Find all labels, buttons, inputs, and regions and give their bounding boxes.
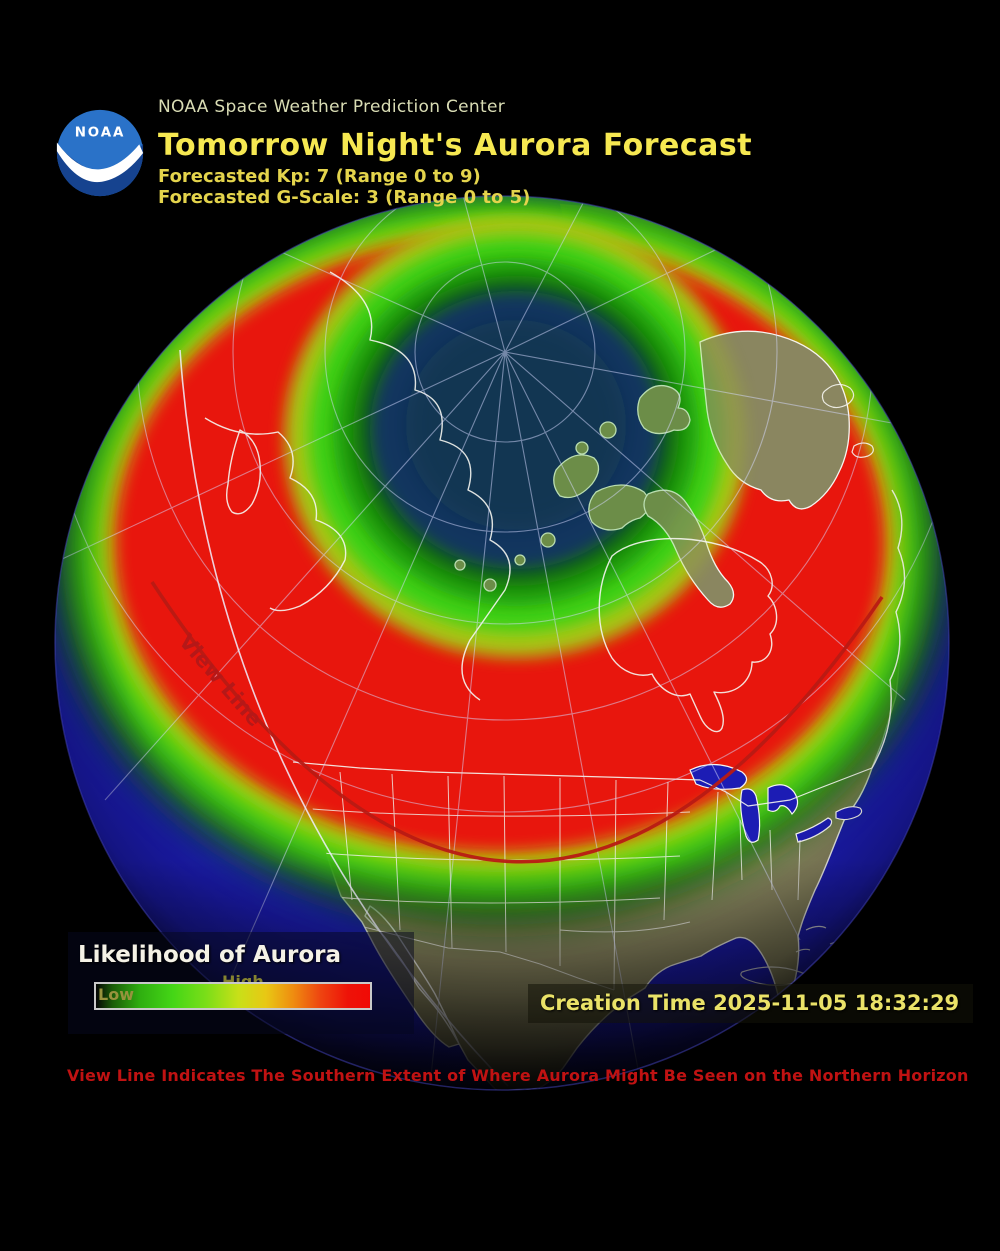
legend-low-label: Low — [98, 985, 134, 1004]
view-line — [150, 581, 884, 864]
gscale-forecast: Forecasted G-Scale: 3 (Range 0 to 5) — [158, 187, 531, 208]
globe-vignette — [55, 196, 949, 1090]
noaa-logo-gull-wing — [93, 163, 119, 178]
globe-rim — [54, 195, 950, 1091]
noaa-logo-text: NOAA — [75, 126, 126, 141]
creation-time: Creation Time 2025-11-05 18:32:29 — [528, 984, 974, 1023]
legend-gradient-bar — [94, 982, 372, 1010]
kp-forecast: Forecasted Kp: 7 (Range 0 to 9) — [158, 166, 481, 187]
org-title: NOAA Space Weather Prediction Center — [158, 97, 505, 117]
page-title: Tomorrow Night's Aurora Forecast — [158, 128, 753, 163]
legend-gradient-bar-wrap: High Low — [94, 972, 372, 1010]
noaa-logo-gull-icon — [56, 142, 144, 183]
legend-title: Likelihood of Aurora — [78, 942, 342, 968]
noaa-logo: NOAA — [56, 109, 144, 197]
legend: Likelihood of Aurora High Low — [68, 932, 414, 1034]
noaa-logo-sea — [56, 143, 144, 197]
footer-caption: View Line Indicates The Southern Extent … — [67, 1066, 969, 1085]
